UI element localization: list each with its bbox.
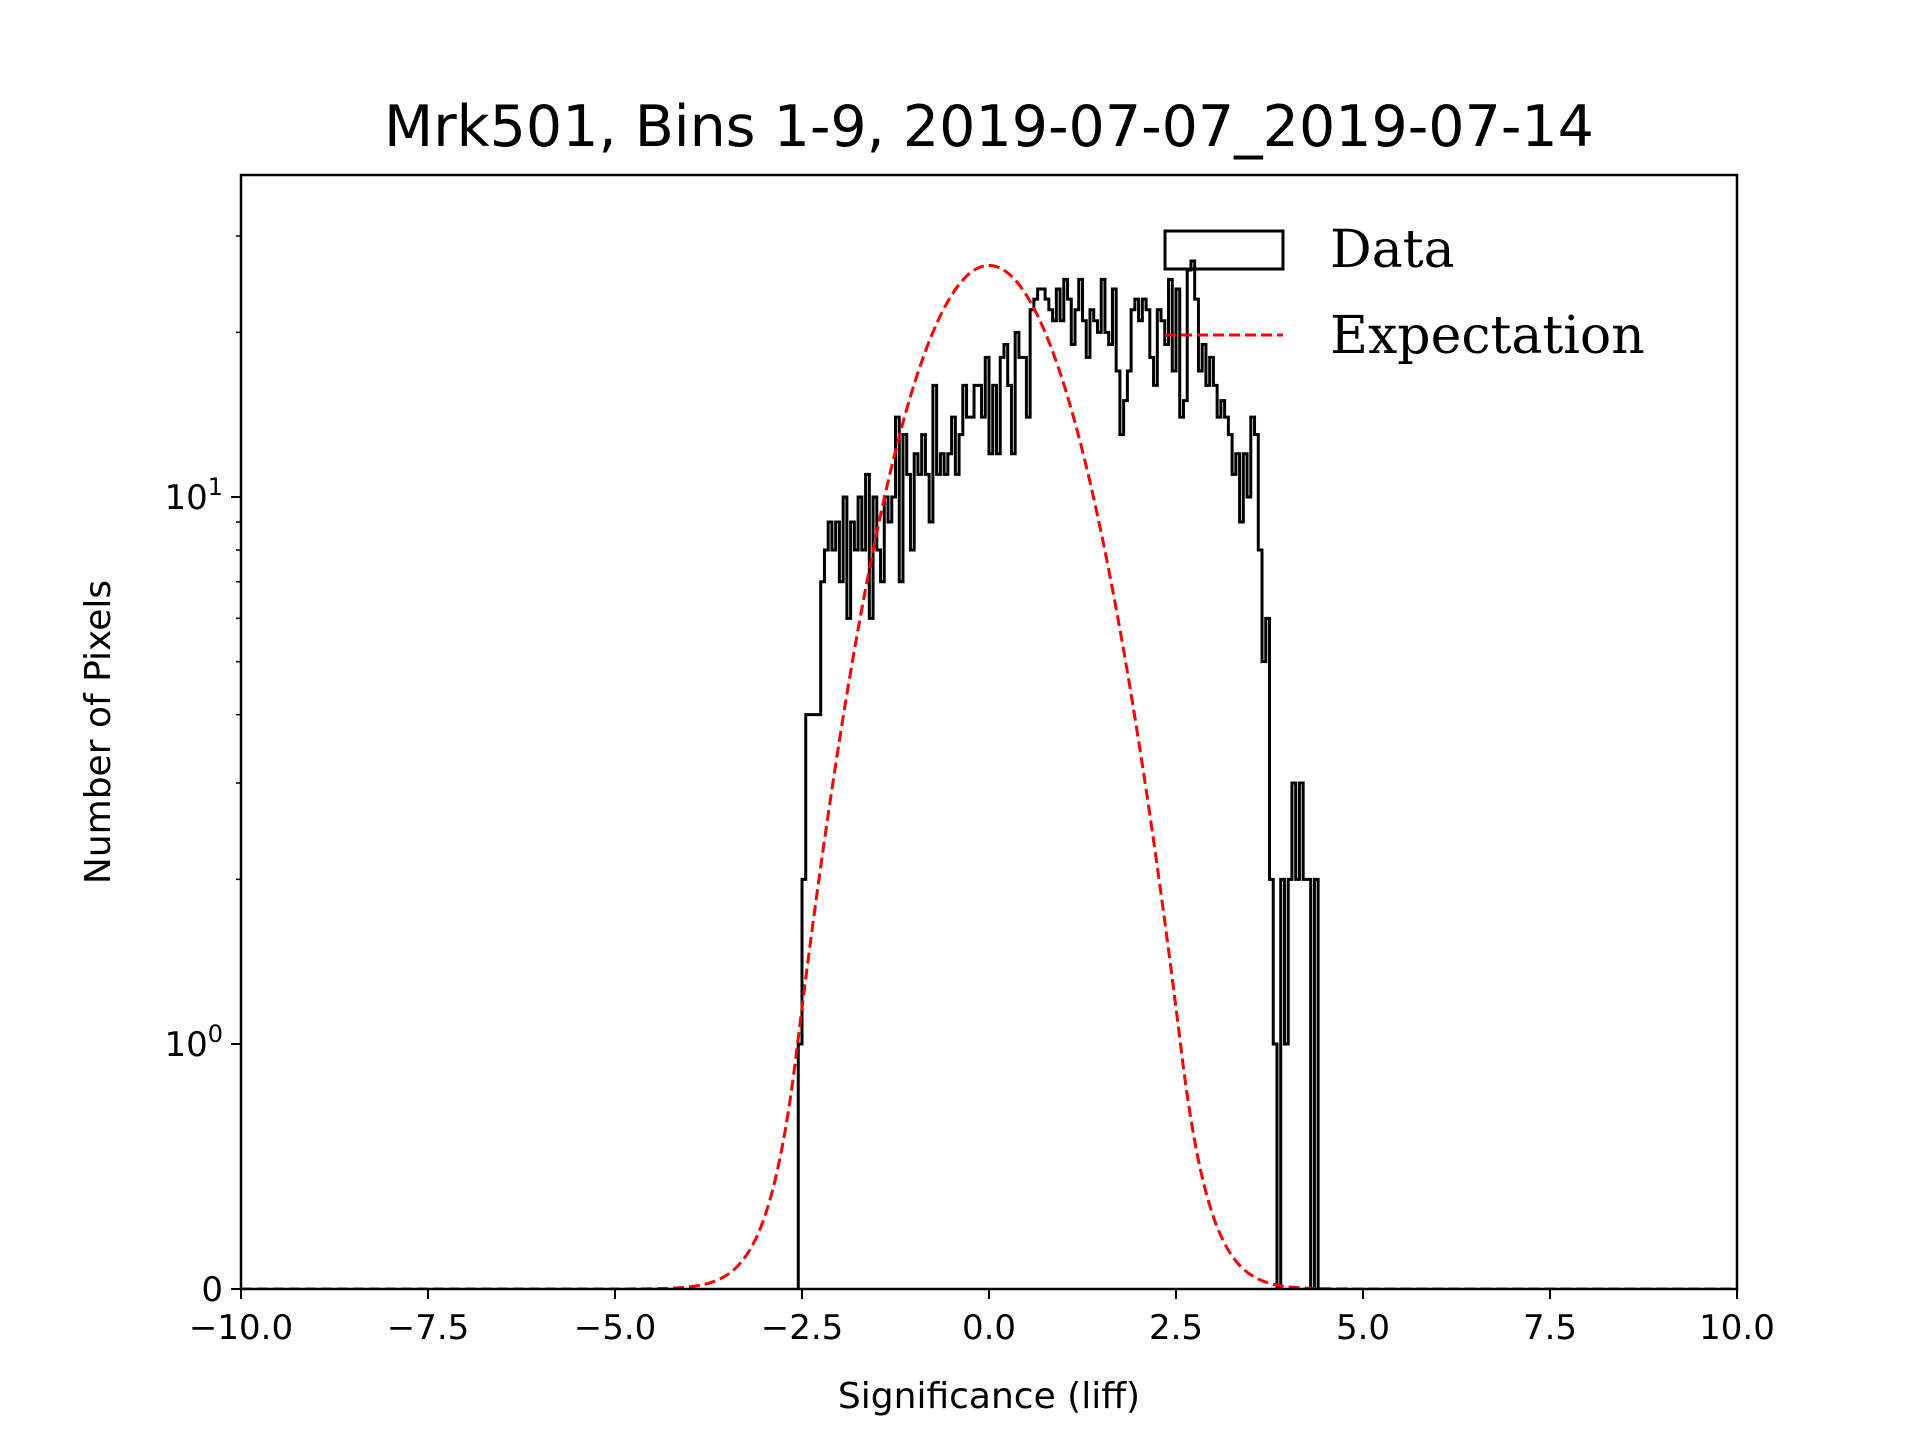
x-tick-label: 5.0 (1336, 1308, 1390, 1348)
x-tick-label: 7.5 (1523, 1308, 1577, 1348)
y-tick-label: 101 (164, 473, 223, 518)
expectation-curve (241, 263, 1737, 1289)
y-tick-label: 100 (164, 1020, 223, 1065)
data-histogram-step (796, 259, 1322, 1289)
x-tick-label: 0.0 (962, 1308, 1016, 1348)
x-tick-label: −7.5 (387, 1308, 470, 1348)
x-tick-label: −5.0 (574, 1308, 657, 1348)
y-axis-label: Number of Pixels (78, 580, 119, 884)
plot-area (241, 259, 1737, 1289)
legend: Data Expectation (1163, 220, 1645, 366)
x-tick-label: 2.5 (1149, 1308, 1203, 1348)
legend-data-swatch (1163, 229, 1285, 271)
legend-expectation-label: Expectation (1330, 306, 1645, 366)
chart-title: Mrk501, Bins 1-9, 2019-07-07_2019-07-14 (384, 94, 1594, 160)
x-tick-label: −2.5 (761, 1308, 844, 1348)
legend-data-label: Data (1330, 220, 1455, 280)
x-axis: −10.0 −7.5 −5.0 −2.5 0.0 2.5 5.0 7.5 10.0 (189, 1289, 1775, 1348)
x-tick-label: −10.0 (189, 1308, 293, 1348)
y-axis: 0 100 101 (164, 235, 241, 1310)
x-tick-label: 10.0 (1699, 1308, 1775, 1348)
y-tick-label: 0 (201, 1270, 223, 1310)
x-axis-label: Significance (liff) (838, 1376, 1140, 1417)
